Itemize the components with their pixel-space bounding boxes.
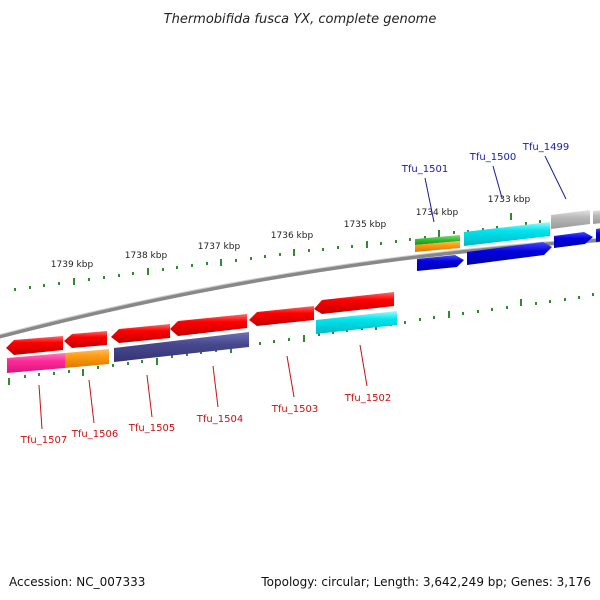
gene-label-tfu1503[interactable]: Tfu_1503 bbox=[271, 404, 318, 415]
ruler-label-1735: 1735 kbp bbox=[344, 220, 387, 230]
gene-arrow-tfu1507-pink[interactable] bbox=[7, 353, 65, 373]
gene-label-tfu1504[interactable]: Tfu_1504 bbox=[196, 414, 243, 425]
gene-arrow-tfu1506-red[interactable] bbox=[64, 331, 107, 348]
reverse-strand-genes bbox=[6, 292, 397, 373]
gene-arrow-tfu1503[interactable] bbox=[249, 306, 314, 326]
ruler-label-1738: 1738 kbp bbox=[125, 251, 168, 261]
gene-label-tfu1505[interactable]: Tfu_1505 bbox=[128, 423, 175, 434]
gene-label-tfu1502[interactable]: Tfu_1502 bbox=[344, 393, 391, 404]
gene-arrow-tfu1504-red[interactable] bbox=[170, 314, 247, 336]
gene-arrow-tfu1502-red[interactable] bbox=[314, 292, 394, 314]
gene-arrow-forward-c[interactable] bbox=[554, 232, 593, 248]
gene-arrow-tfu1504-purple[interactable] bbox=[114, 332, 249, 362]
forward-label-leaders bbox=[424, 155, 567, 223]
gene-arrow-tfu1501-green[interactable] bbox=[415, 235, 460, 245]
forward-strand-genes bbox=[415, 210, 600, 271]
gene-arrow-offscreen-blue[interactable] bbox=[596, 228, 600, 242]
reverse-label-leaders bbox=[38, 344, 368, 430]
accession-text: Accession: NC_007333 bbox=[9, 575, 145, 589]
gene-arrow-offscreen-gray[interactable] bbox=[593, 210, 600, 224]
genome-info-text: Topology: circular; Length: 3,642,249 bp… bbox=[260, 575, 591, 589]
gene-label-tfu1506[interactable]: Tfu_1506 bbox=[71, 429, 118, 440]
gene-arrow-tfu1507-red[interactable] bbox=[6, 336, 63, 355]
genome-backbone-highlight bbox=[0, 237, 600, 335]
gene-arrow-forward-b[interactable] bbox=[467, 242, 552, 265]
page-title: Thermobifida fusca YX, complete genome bbox=[164, 12, 437, 27]
gene-label-tfu1500[interactable]: Tfu_1500 bbox=[469, 152, 516, 163]
ruler-label-1736: 1736 kbp bbox=[271, 231, 314, 241]
ruler-label-1739: 1739 kbp bbox=[51, 260, 94, 270]
gene-label-tfu1501[interactable]: Tfu_1501 bbox=[401, 164, 448, 175]
ruler-label-1733: 1733 kbp bbox=[488, 195, 531, 205]
gene-arrow-forward-a[interactable] bbox=[417, 255, 464, 271]
gene-arrow-tfu1500[interactable] bbox=[464, 222, 550, 246]
gene-arrow-tfu1502-cyan[interactable] bbox=[316, 311, 397, 334]
gene-arrow-tfu1506-orange[interactable] bbox=[65, 349, 109, 368]
gene-label-tfu1499[interactable]: Tfu_1499 bbox=[522, 142, 569, 153]
ruler-label-1737: 1737 kbp bbox=[198, 242, 241, 252]
ruler-label-1734: 1734 kbp bbox=[416, 208, 459, 218]
gene-label-tfu1507[interactable]: Tfu_1507 bbox=[20, 435, 67, 446]
gene-arrow-tfu1499[interactable] bbox=[551, 210, 590, 229]
outer-ruler bbox=[14, 213, 585, 291]
gene-arrow-tfu1501-orange[interactable] bbox=[415, 241, 460, 252]
gene-arrow-tfu1505-red[interactable] bbox=[111, 324, 170, 343]
